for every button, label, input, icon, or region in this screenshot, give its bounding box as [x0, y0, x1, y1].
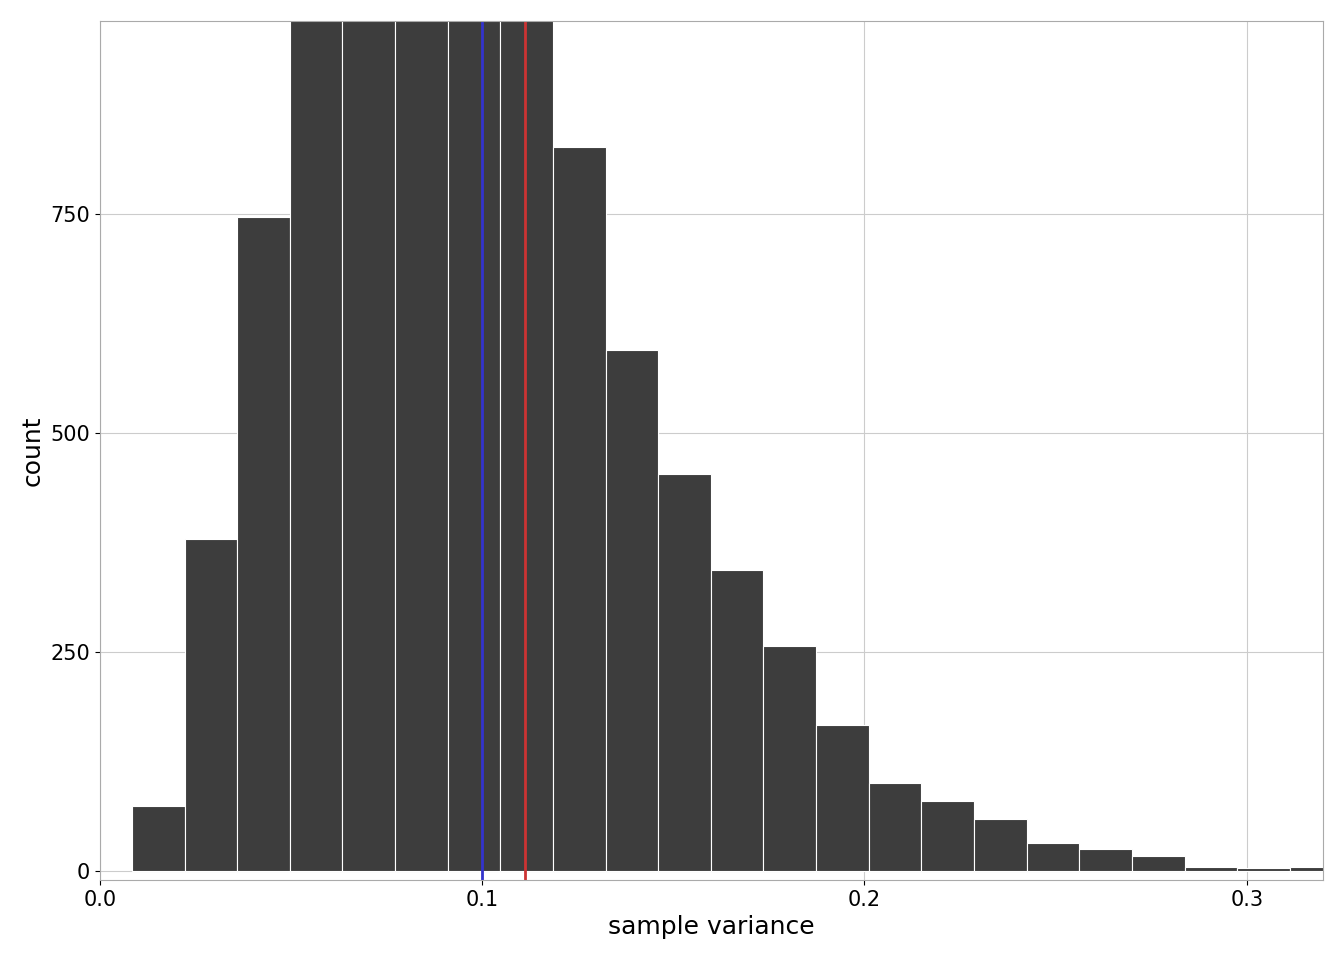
Y-axis label: count: count [22, 415, 44, 486]
Bar [1236, 868, 1290, 871]
Bar [343, 0, 395, 871]
Bar [659, 474, 711, 871]
Bar [1343, 868, 1344, 871]
Bar [922, 801, 974, 871]
Bar [868, 782, 922, 871]
Bar [606, 350, 659, 871]
Bar [500, 12, 552, 871]
Bar [132, 806, 184, 871]
Bar [290, 0, 343, 871]
Bar [552, 147, 606, 871]
Bar [1027, 843, 1079, 871]
Bar [816, 725, 868, 871]
Bar [1184, 867, 1236, 871]
Bar [1290, 867, 1343, 871]
X-axis label: sample variance: sample variance [609, 915, 814, 939]
Bar [974, 820, 1027, 871]
Bar [763, 646, 816, 871]
Bar [711, 569, 763, 871]
Bar [448, 0, 500, 871]
Bar [184, 539, 237, 871]
Bar [1079, 850, 1132, 871]
Bar [395, 0, 448, 871]
Bar [237, 217, 290, 871]
Bar [1132, 856, 1184, 871]
